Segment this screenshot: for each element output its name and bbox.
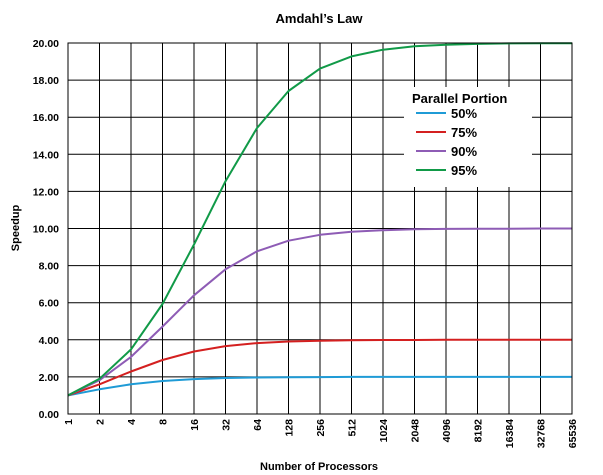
x-axis-ticks: 1 2 4 8 16 32 64 128 256 512 1024 2048 4096 8192 16384…	[63, 419, 579, 448]
chart-title: Amdahl’s Law	[276, 11, 364, 26]
legend-item-label: 75%	[451, 125, 477, 140]
series-line-95pct	[67, 42, 572, 397]
y-tick-label: 0.00	[39, 409, 60, 421]
x-tick-label: 512	[347, 419, 359, 437]
x-tick-label: 8192	[473, 419, 485, 443]
y-tick-label: 8.00	[39, 261, 60, 273]
y-tick-label: 2.00	[39, 372, 60, 384]
legend-title: Parallel Portion	[412, 91, 507, 106]
x-tick-label: 1024	[378, 419, 390, 443]
x-tick-label: 32	[221, 419, 233, 431]
x-tick-label: 256	[315, 419, 327, 437]
x-tick-label: 2	[95, 419, 107, 425]
x-tick-label: 16	[189, 419, 201, 431]
x-tick-label: 2048	[410, 419, 422, 443]
y-tick-label: 20.00	[33, 38, 59, 50]
series-lines	[67, 42, 572, 397]
y-tick-label: 4.00	[39, 335, 60, 347]
x-tick-label: 4096	[441, 419, 453, 443]
plot-frame	[67, 42, 573, 415]
series-line-50pct	[67, 375, 572, 397]
y-axis-label: Speedup	[10, 204, 22, 251]
y-tick-label: 14.00	[33, 149, 59, 161]
x-tick-label: 128	[284, 419, 296, 437]
x-tick-label: 65536	[567, 419, 579, 448]
x-tick-label: 64	[252, 419, 264, 431]
legend-item-label: 90%	[451, 144, 477, 159]
x-tick-label: 4	[126, 419, 138, 425]
y-tick-label: 16.00	[33, 112, 59, 124]
series-line-75pct	[67, 338, 572, 397]
x-tick-label: 16384	[504, 419, 516, 448]
legend-item-label: 95%	[451, 163, 477, 178]
x-tick-label: 1	[63, 419, 75, 425]
y-tick-label: 12.00	[33, 186, 59, 198]
x-axis-label: Number of Processors	[260, 461, 378, 473]
legend-item-label: 50%	[451, 106, 477, 121]
legend: Parallel Portion 50% 75% 90% 95%	[404, 87, 532, 187]
y-tick-label: 10.00	[33, 224, 59, 236]
y-tick-label: 18.00	[33, 75, 59, 87]
y-axis-ticks: 0.00 2.00 4.00 6.00 8.00 10.00 12.00 14.00 16.00…	[33, 38, 59, 421]
x-tick-label: 8	[158, 419, 170, 425]
series-line-90pct	[67, 227, 572, 397]
x-tick-label: 32768	[536, 419, 548, 448]
y-tick-label: 6.00	[39, 298, 60, 310]
